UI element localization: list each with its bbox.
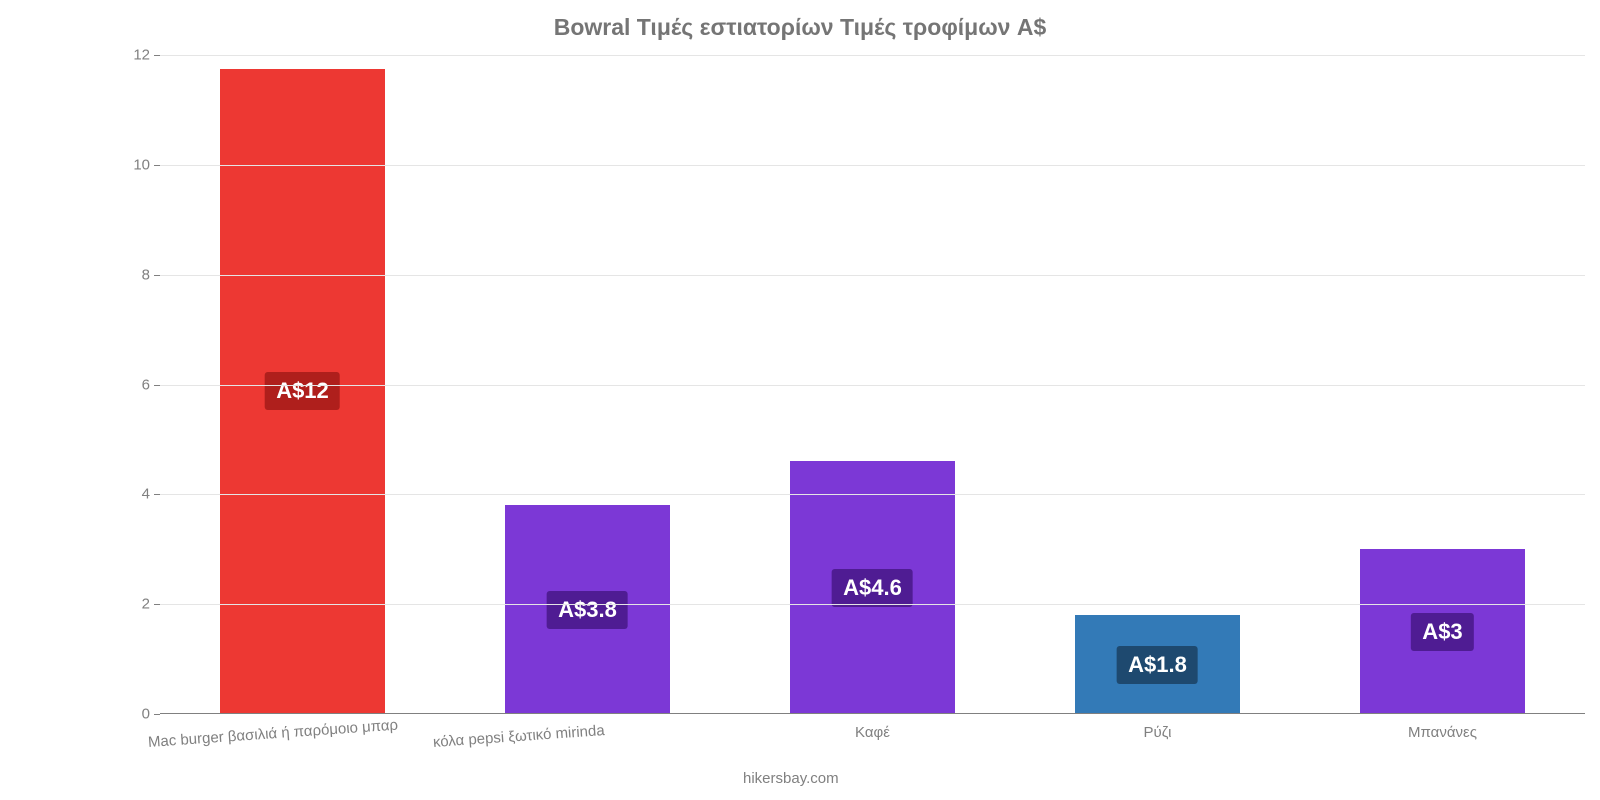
x-category-label: κόλα pepsi ξωτικό mirinda bbox=[432, 722, 605, 751]
bar-value-label: A$3.8 bbox=[547, 591, 628, 629]
bar-value-label: A$3 bbox=[1411, 613, 1473, 651]
y-tick-label: 4 bbox=[100, 486, 160, 503]
grid-line bbox=[160, 55, 1585, 56]
bar-value-label: A$4.6 bbox=[832, 569, 913, 607]
grid-line bbox=[160, 604, 1585, 605]
plot-area: A$12A$3.8A$4.6A$1.8A$3 024681012Mac burg… bbox=[160, 55, 1585, 714]
bar: A$3 bbox=[1360, 549, 1525, 714]
y-tick-mark bbox=[154, 604, 160, 605]
bar: A$4.6 bbox=[790, 461, 955, 714]
x-category-label: Ρύζι bbox=[1144, 724, 1172, 741]
chart-title: Bowral Τιμές εστιατορίων Τιμές τροφίμων … bbox=[0, 14, 1600, 41]
grid-line bbox=[160, 165, 1585, 166]
y-tick-label: 10 bbox=[100, 156, 160, 173]
y-tick-mark bbox=[154, 494, 160, 495]
y-tick-mark bbox=[154, 385, 160, 386]
x-category-label: Mac burger βασιλιά ή παρόμοιο μπαρ bbox=[147, 717, 398, 751]
y-tick-label: 0 bbox=[100, 706, 160, 723]
y-tick-label: 12 bbox=[100, 47, 160, 64]
y-tick-label: 8 bbox=[100, 266, 160, 283]
x-axis bbox=[160, 713, 1585, 714]
grid-line bbox=[160, 385, 1585, 386]
bar: A$1.8 bbox=[1075, 615, 1240, 714]
price-bar-chart: Bowral Τιμές εστιατορίων Τιμές τροφίμων … bbox=[0, 0, 1600, 800]
y-tick-label: 6 bbox=[100, 376, 160, 393]
y-tick-mark bbox=[154, 165, 160, 166]
y-tick-mark bbox=[154, 714, 160, 715]
grid-line bbox=[160, 275, 1585, 276]
bar-value-label: A$1.8 bbox=[1117, 646, 1198, 684]
bar-value-label: A$12 bbox=[265, 372, 340, 410]
y-tick-mark bbox=[154, 55, 160, 56]
y-tick-label: 2 bbox=[100, 596, 160, 613]
bar: A$3.8 bbox=[505, 505, 670, 714]
y-tick-mark bbox=[154, 275, 160, 276]
x-category-label: Μπανάνες bbox=[1408, 724, 1477, 741]
grid-line bbox=[160, 494, 1585, 495]
attribution-text: hikersbay.com bbox=[743, 770, 839, 787]
x-category-label: Καφέ bbox=[855, 724, 890, 741]
